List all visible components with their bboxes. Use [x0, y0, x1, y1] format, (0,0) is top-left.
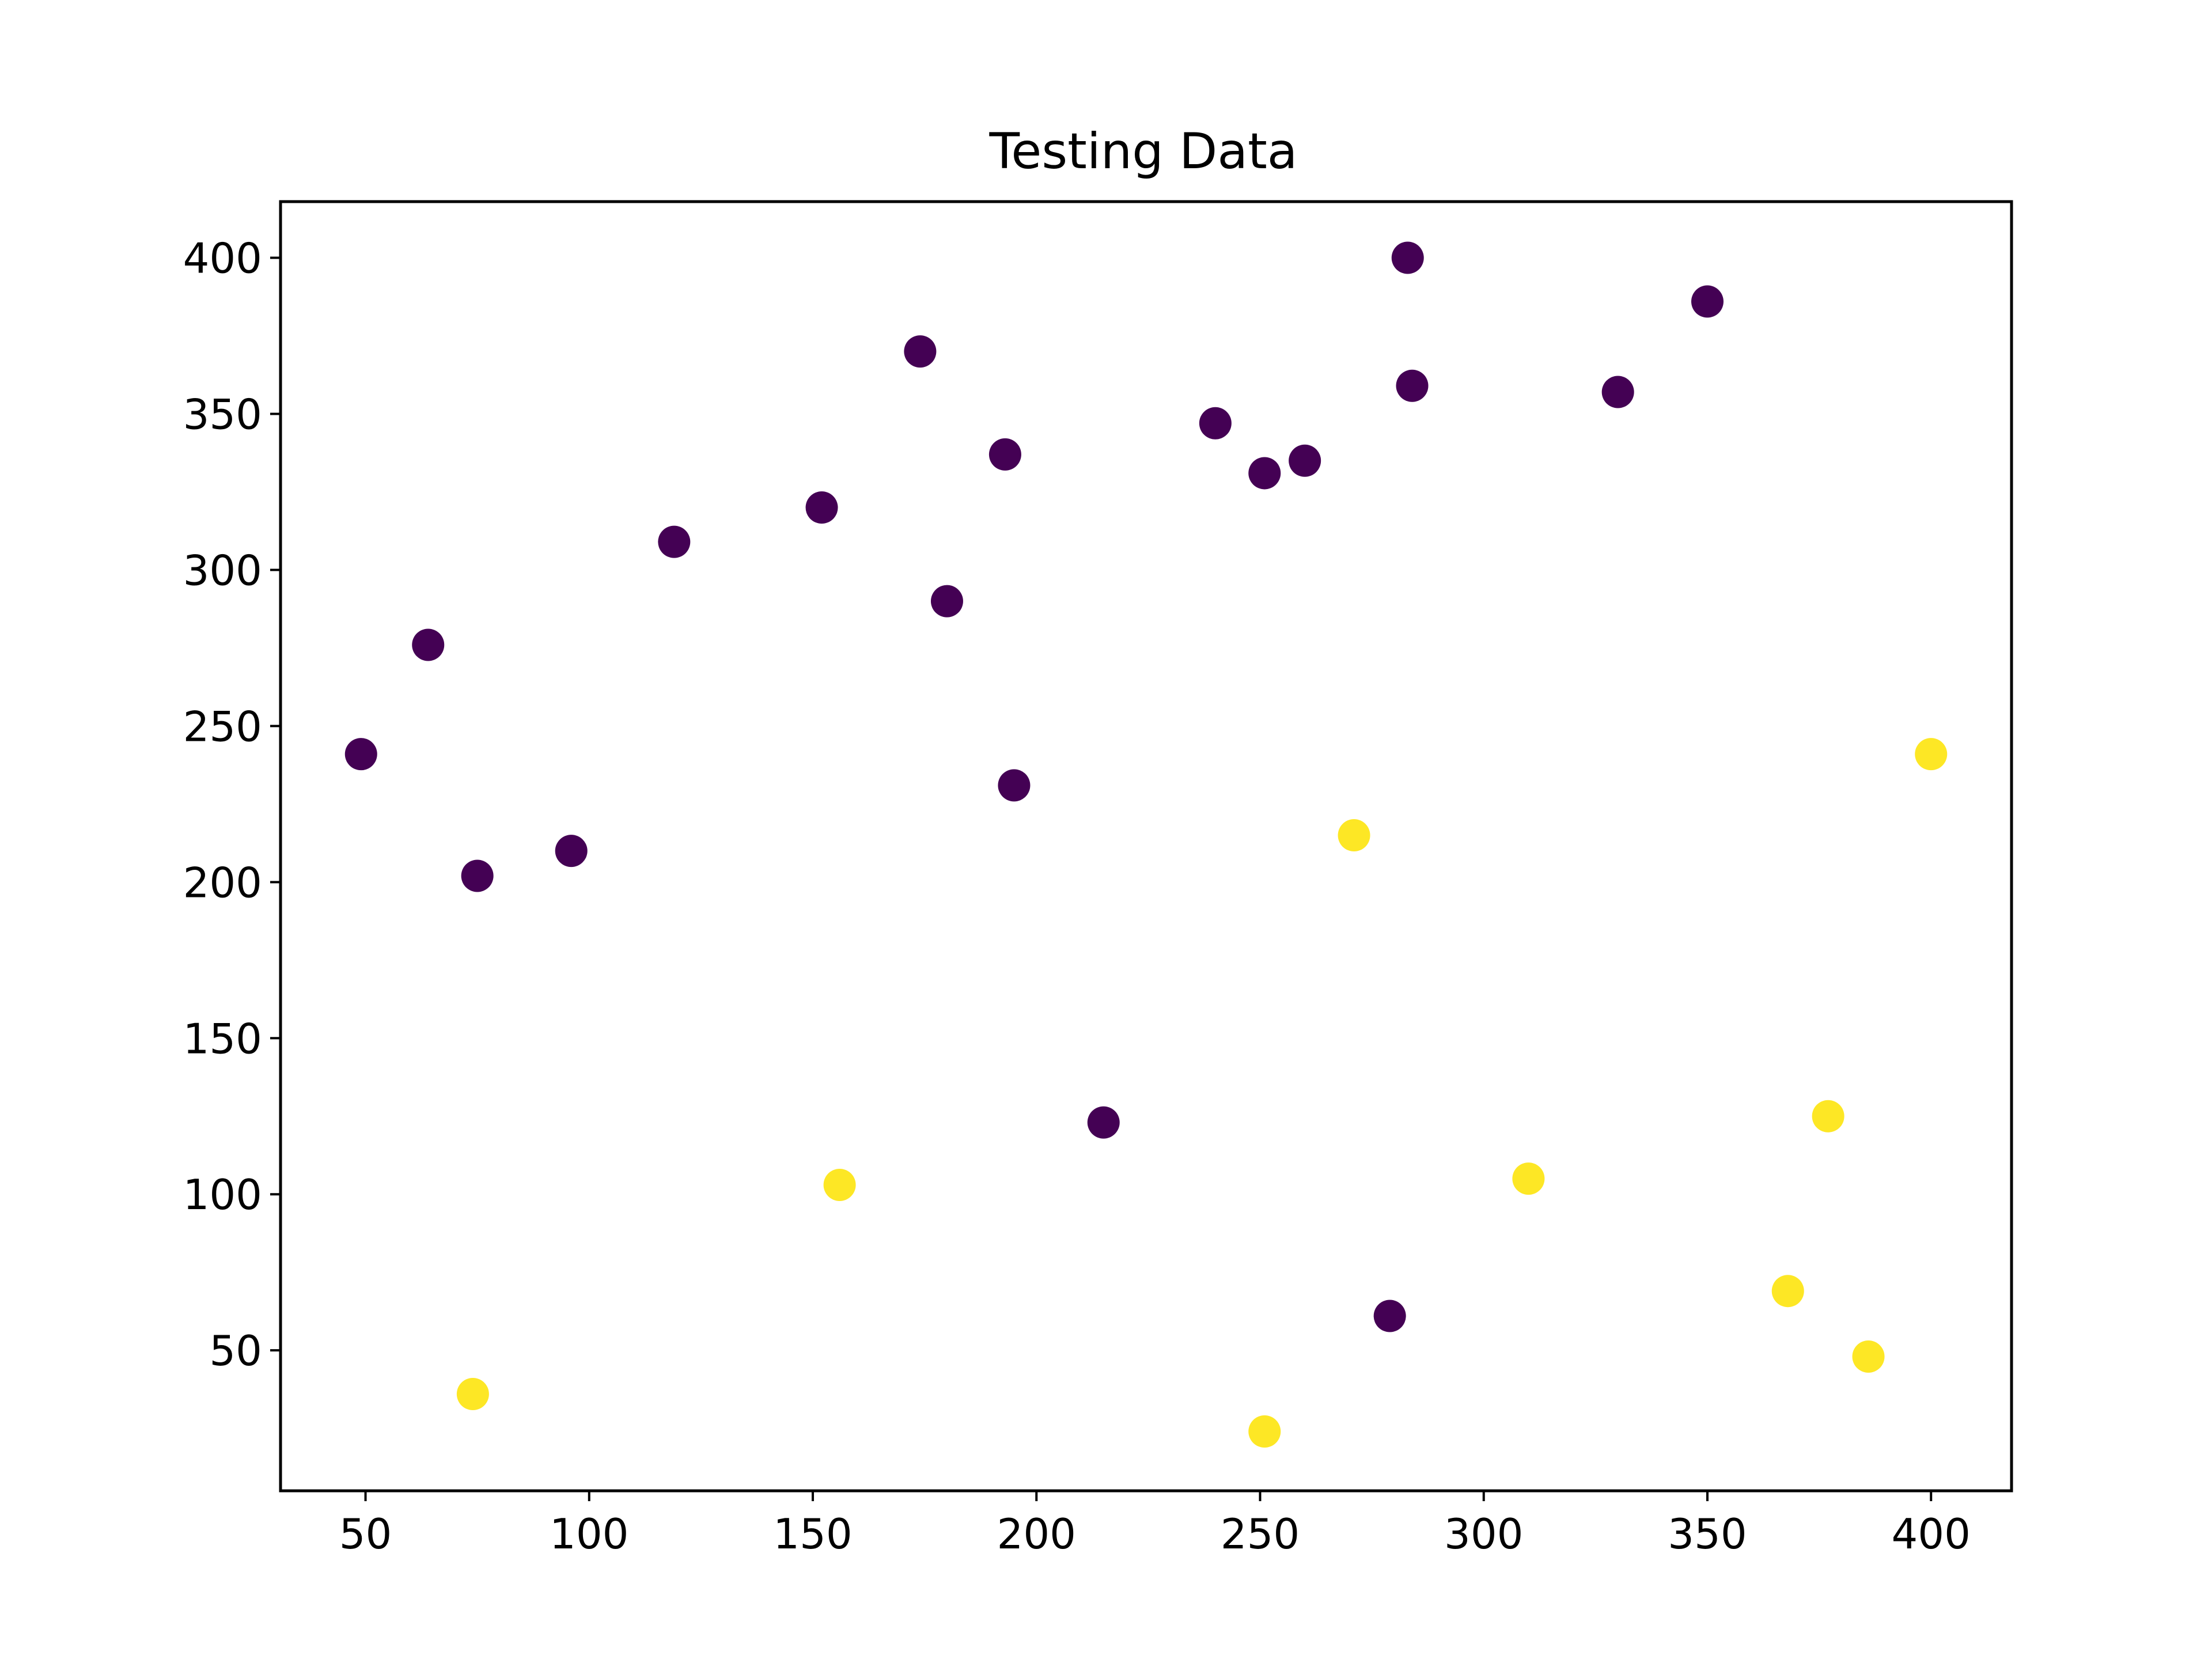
data-point-series-0-3	[555, 835, 588, 868]
chart-title: Testing Data	[988, 123, 1297, 180]
x-tick-label: 200	[997, 1510, 1076, 1558]
x-tick-label: 300	[1444, 1510, 1523, 1558]
data-point-series-1-6	[1812, 1100, 1844, 1132]
y-tick-label: 200	[183, 858, 262, 907]
data-point-series-0-16	[1396, 369, 1429, 402]
x-tick-label: 350	[1668, 1510, 1747, 1558]
data-point-series-0-5	[805, 491, 838, 524]
data-point-series-1-2	[1248, 1415, 1281, 1448]
data-point-series-0-1	[412, 628, 445, 661]
data-point-series-0-17	[1601, 376, 1634, 408]
x-tick-label: 400	[1892, 1510, 1971, 1558]
data-point-series-0-2	[461, 859, 494, 892]
data-point-series-1-7	[1852, 1340, 1885, 1373]
data-point-series-0-4	[658, 525, 691, 558]
data-point-series-0-0	[344, 738, 377, 771]
y-tick-label: 100	[183, 1171, 262, 1219]
data-point-series-0-7	[930, 585, 963, 618]
data-point-series-0-14	[1373, 1300, 1406, 1332]
x-tick-label: 100	[550, 1510, 628, 1558]
data-point-series-0-11	[1199, 407, 1232, 440]
data-point-series-0-8	[988, 438, 1021, 471]
data-point-series-0-6	[904, 335, 937, 368]
plot-area	[344, 241, 1948, 1448]
y-tick-label: 150	[183, 1014, 262, 1063]
y-tick-label: 50	[209, 1327, 262, 1375]
x-tick-label: 50	[339, 1510, 392, 1558]
x-tick-label: 150	[773, 1510, 852, 1558]
x-tick-label: 250	[1221, 1510, 1300, 1558]
axes-frame	[279, 200, 2013, 1493]
y-tick-label: 400	[183, 234, 262, 283]
y-axis: 50 100 150 200 250 300 350 400	[183, 234, 281, 1375]
data-point-series-0-13	[1289, 444, 1321, 477]
x-axis: 50 100 150 200 250 300 350 400	[339, 1491, 1971, 1558]
data-point-series-1-8	[1915, 738, 1948, 771]
y-tick-label: 250	[183, 702, 262, 751]
data-point-series-0-10	[1087, 1106, 1120, 1139]
y-tick-label: 350	[183, 390, 262, 438]
data-point-series-0-9	[998, 769, 1031, 802]
data-point-series-0-12	[1248, 457, 1281, 490]
data-point-series-1-4	[1512, 1162, 1545, 1195]
y-tick-label: 300	[183, 546, 262, 594]
data-point-series-0-15	[1391, 241, 1424, 274]
data-point-series-1-0	[456, 1378, 489, 1411]
data-point-series-1-5	[1771, 1275, 1804, 1308]
data-point-series-0-18	[1691, 285, 1724, 318]
data-point-series-1-1	[823, 1168, 856, 1201]
data-point-series-1-3	[1338, 819, 1370, 852]
